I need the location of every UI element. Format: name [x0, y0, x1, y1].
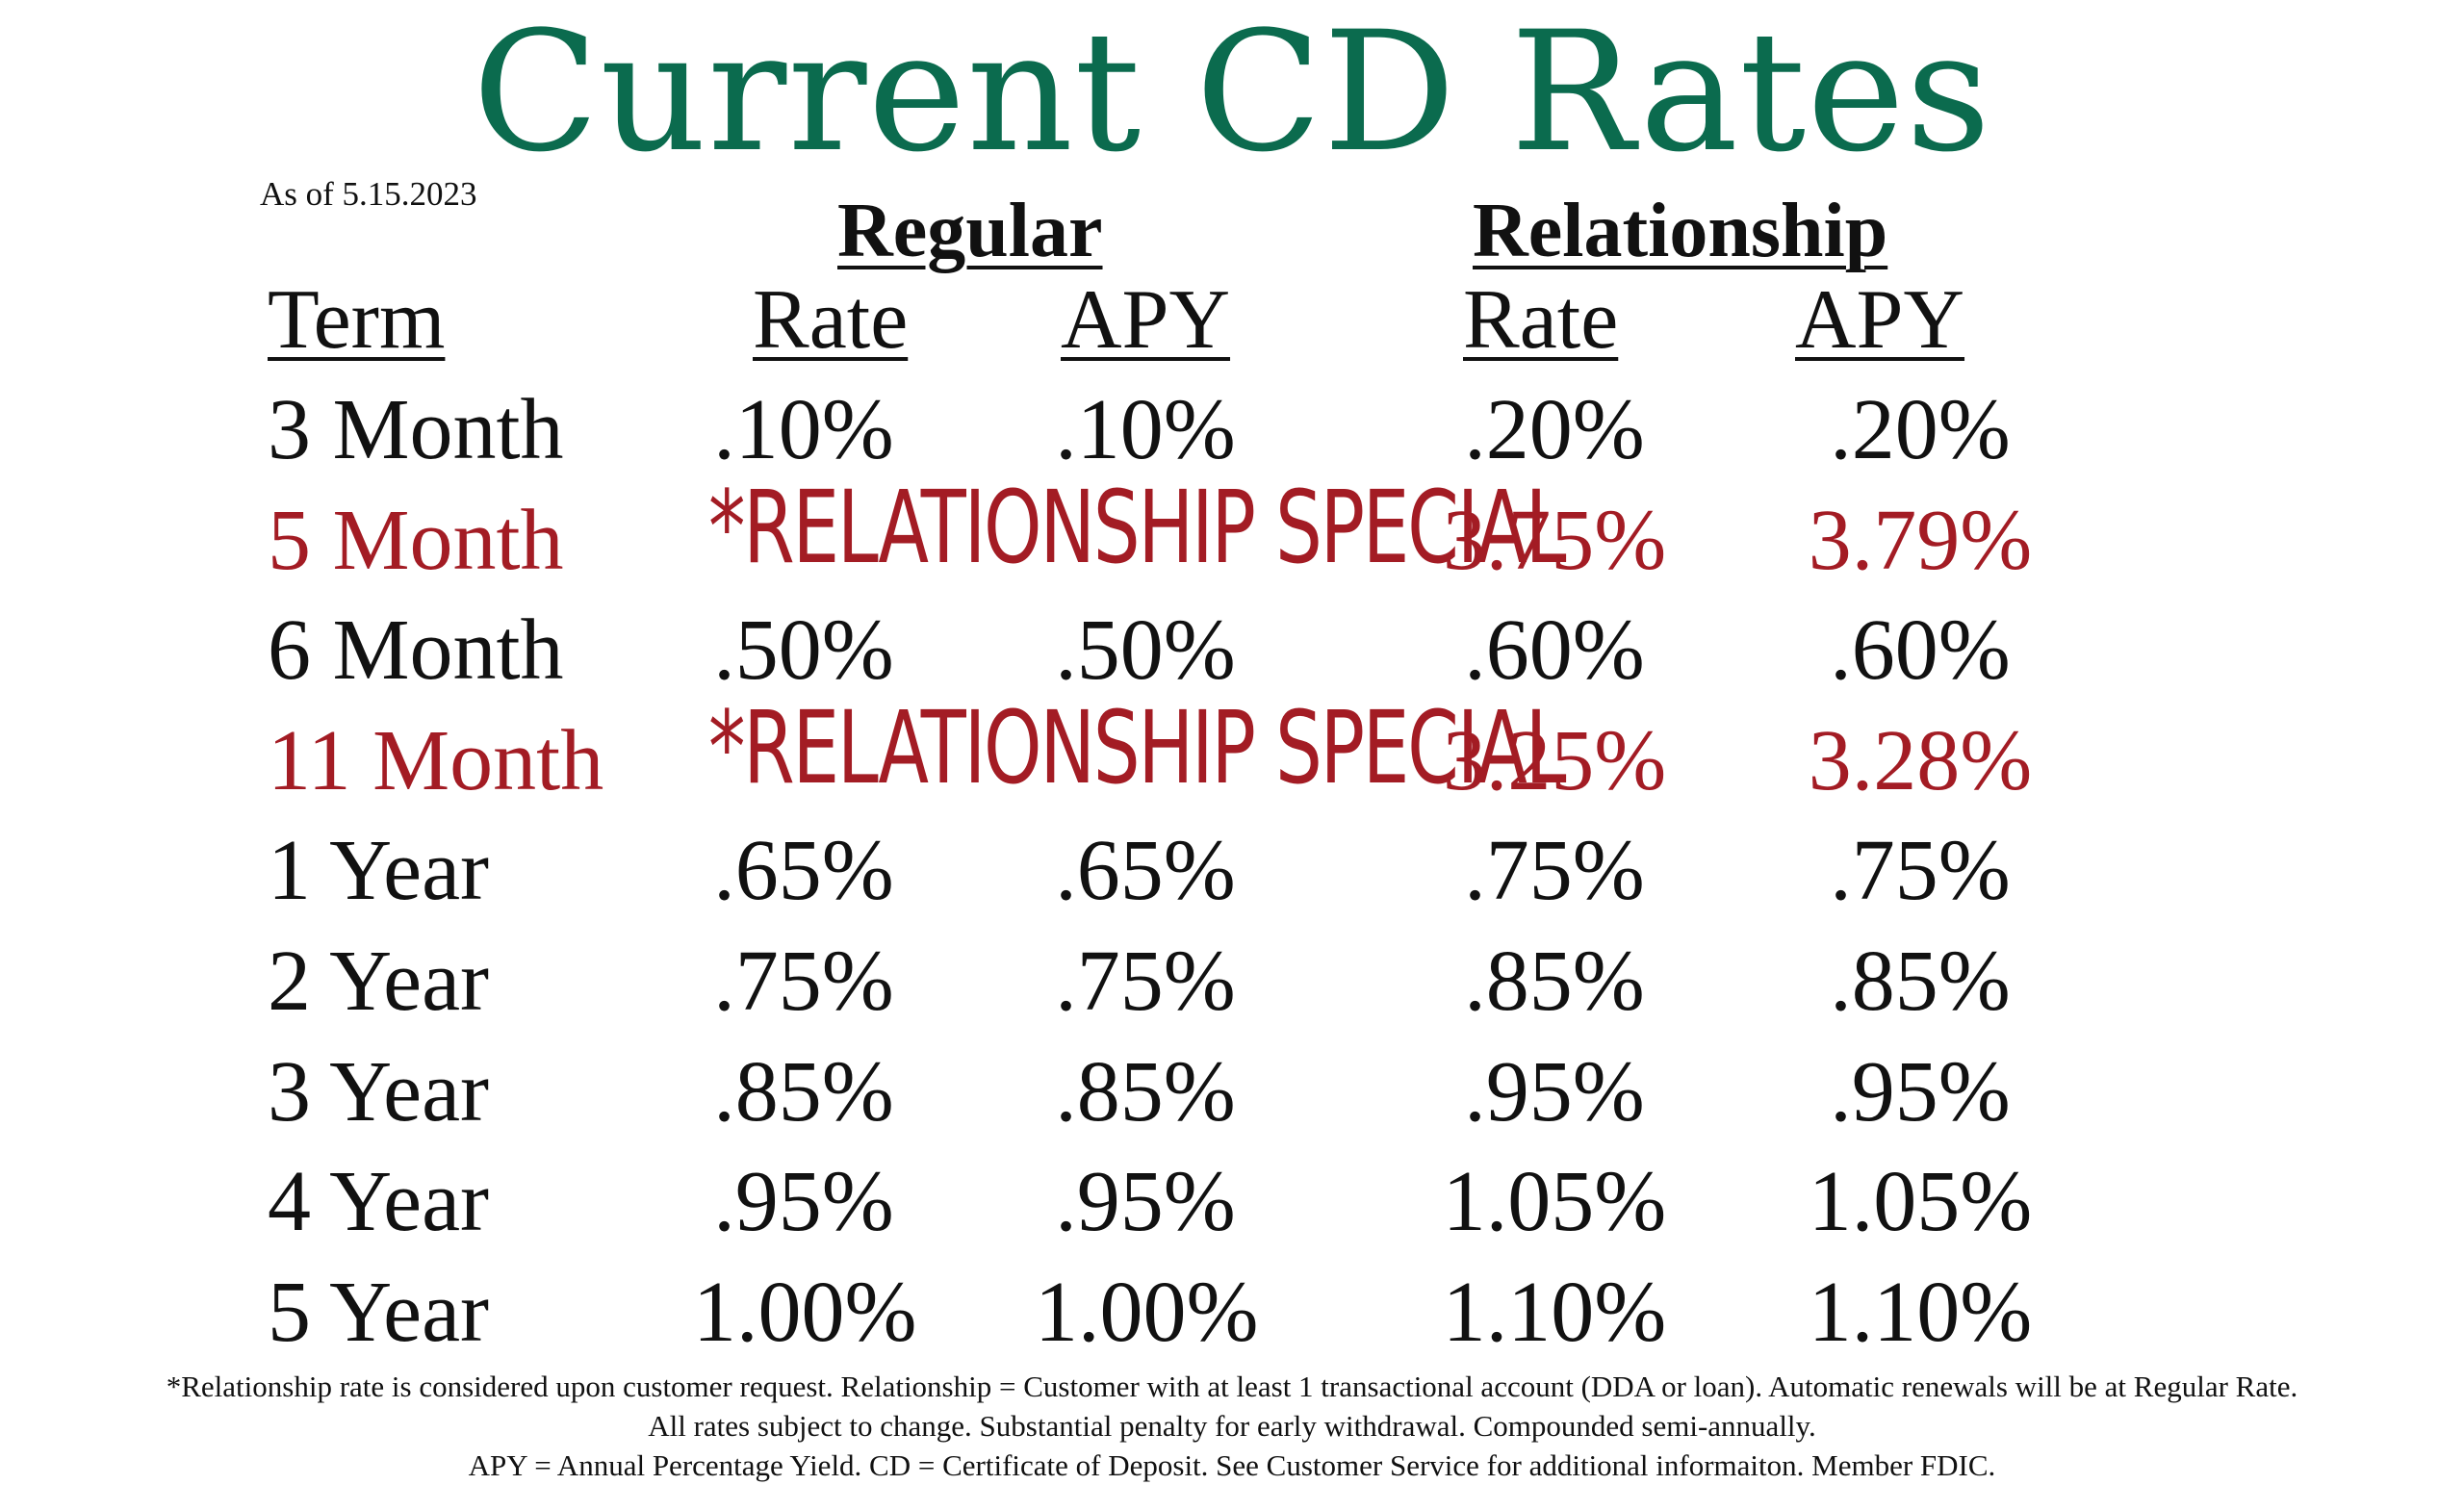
table-row: 1 Year .65% .65% .75% .75% — [0, 816, 2464, 926]
relationship-special-label: *RELATIONSHIP SPECIAL — [708, 468, 1566, 586]
term-cell: 5 Year — [268, 1264, 490, 1360]
relationship-apy-cell: 1.05% — [1808, 1154, 2033, 1250]
relationship-rate-cell: 1.05% — [1442, 1154, 1667, 1250]
relationship-rate-cell: 3.25% — [1442, 712, 1667, 808]
regular-apy-cell: .75% — [1055, 934, 1236, 1029]
relationship-rate-cell: 1.10% — [1442, 1264, 1667, 1360]
relationship-rate-cell: .60% — [1464, 602, 1645, 699]
footnote-line: APY = Annual Percentage Yield. CD = Cert… — [468, 1448, 1996, 1482]
term-cell: 4 Year — [268, 1154, 490, 1250]
page-title: Current CD Rates — [472, 0, 1992, 189]
relationship-apy-cell: 3.28% — [1808, 712, 2033, 808]
table-row: 5 Month *RELATIONSHIP SPECIAL 3.75% 3.79% — [0, 473, 2464, 596]
relationship-apy-cell: 3.79% — [1808, 492, 2033, 588]
table-row: 4 Year .95% .95% 1.05% 1.05% — [0, 1147, 2464, 1257]
regular-apy-cell: .85% — [1055, 1043, 1236, 1139]
table-row: 3 Month .10% .10% .20% .20% — [0, 375, 2464, 485]
relationship-special-label: *RELATIONSHIP SPECIAL — [708, 688, 1566, 807]
table-row: 2 Year .75% .75% .85% .85% — [0, 927, 2464, 1037]
relationship-rate-cell: .95% — [1464, 1043, 1645, 1139]
table-row: 5 Year 1.00% 1.00% 1.10% 1.10% — [0, 1258, 2464, 1368]
column-header-regular-rate: Rate — [753, 273, 909, 367]
relationship-apy-cell: 1.10% — [1808, 1264, 2033, 1360]
table-row: 3 Year .85% .85% .95% .95% — [0, 1037, 2464, 1147]
footnote-line: *Relationship rate is considered upon cu… — [166, 1370, 2298, 1403]
relationship-apy-cell: .75% — [1830, 823, 2011, 919]
column-header-relationship-apy: APY — [1795, 273, 1965, 367]
relationship-rate-cell: .85% — [1464, 934, 1645, 1029]
relationship-apy-cell: .85% — [1830, 934, 2011, 1029]
relationship-rate-cell: 3.75% — [1442, 492, 1667, 588]
term-cell: 3 Year — [268, 1043, 490, 1139]
regular-apy-cell: .10% — [1055, 382, 1236, 477]
regular-apy-cell: .50% — [1055, 602, 1236, 699]
term-cell: 1 Year — [268, 823, 490, 919]
term-cell: 6 Month — [268, 602, 564, 699]
regular-rate-cell: .65% — [713, 823, 894, 919]
column-header-regular-apy: APY — [1061, 273, 1231, 367]
footnote-line: All rates subject to change. Substantial… — [648, 1409, 1816, 1443]
regular-rate-cell: .75% — [713, 934, 894, 1029]
relationship-rate-cell: .20% — [1464, 382, 1645, 477]
regular-rate-cell: 1.00% — [693, 1264, 917, 1360]
relationship-apy-cell: .95% — [1830, 1043, 2011, 1139]
term-cell: 3 Month — [268, 382, 564, 477]
group-header-regular: Regular — [837, 189, 1103, 273]
term-cell: 11 Month — [268, 712, 604, 808]
as-of-date: As of 5.15.2023 — [260, 175, 477, 213]
column-header-relationship-rate: Rate — [1463, 273, 1619, 367]
table-row: 6 Month .50% .50% .60% .60% — [0, 596, 2464, 705]
relationship-apy-cell: .60% — [1830, 602, 2011, 699]
relationship-apy-cell: .20% — [1830, 382, 2011, 477]
group-header-relationship: Relationship — [1473, 189, 1888, 273]
footnotes: *Relationship rate is considered upon cu… — [0, 1367, 2464, 1485]
term-cell: 2 Year — [268, 934, 490, 1029]
regular-rate-cell: .50% — [713, 602, 894, 699]
column-header-term: Term — [268, 273, 446, 367]
regular-rate-cell: .85% — [713, 1043, 894, 1139]
term-cell: 5 Month — [268, 492, 564, 588]
regular-apy-cell: .95% — [1055, 1154, 1236, 1250]
regular-rate-cell: .10% — [713, 382, 894, 477]
regular-apy-cell: 1.00% — [1035, 1264, 1259, 1360]
regular-rate-cell: .95% — [713, 1154, 894, 1250]
table-row: 11 Month *RELATIONSHIP SPECIAL 3.25% 3.28% — [0, 693, 2464, 816]
regular-apy-cell: .65% — [1055, 823, 1236, 919]
relationship-rate-cell: .75% — [1464, 823, 1645, 919]
